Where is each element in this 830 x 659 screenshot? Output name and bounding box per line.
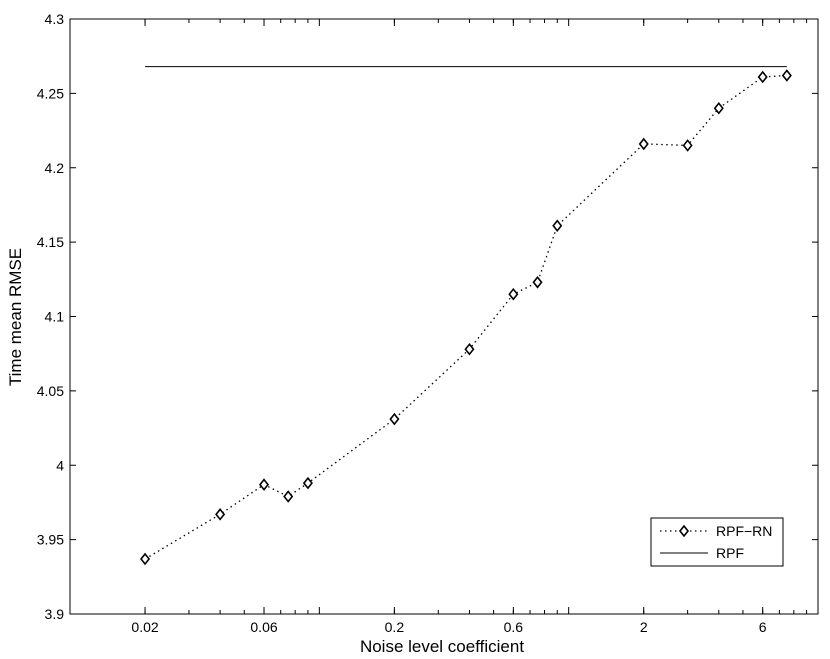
data-point xyxy=(781,69,792,82)
axis-ticks xyxy=(70,18,818,615)
data-point xyxy=(464,342,475,356)
data-point xyxy=(552,219,563,233)
y-tick-label: 4.15 xyxy=(37,234,64,250)
y-tick-label: 4.2 xyxy=(45,160,65,176)
data-point xyxy=(508,287,519,301)
x-tick-label: 0.02 xyxy=(131,619,158,635)
y-tick-label: 3.9 xyxy=(45,606,65,622)
plot-area xyxy=(69,18,819,615)
data-point xyxy=(638,137,649,151)
data-point xyxy=(389,412,400,426)
data-point xyxy=(532,276,543,289)
data-point xyxy=(258,478,270,491)
x-tick-label: 0.6 xyxy=(504,619,524,635)
x-tick-label: 0.2 xyxy=(385,619,405,635)
data-point xyxy=(140,552,151,566)
x-tick-label: 2 xyxy=(640,619,648,635)
legend-label-rpf: RPF xyxy=(716,545,744,561)
y-tick-label: 4 xyxy=(56,457,64,473)
y-tick-label: 4.1 xyxy=(45,309,65,325)
legend-label-rpf-rn: RPF−RN xyxy=(716,523,772,539)
legend-box xyxy=(650,517,784,567)
data-point xyxy=(682,139,693,152)
data-point xyxy=(283,490,294,503)
y-tick-label: 4.3 xyxy=(45,11,65,27)
x-axis-title: Noise level coefficient xyxy=(360,637,524,656)
y-axis-title: Time mean RMSE xyxy=(6,248,25,386)
tick-labels: 3.9 3.95 4 4.05 4.1 4.15 4.2 4.25 4.3 0.02 0.06 0.2… xyxy=(37,11,767,635)
legend-marker-rpf-rn xyxy=(678,524,690,538)
data-point xyxy=(713,101,724,115)
data-point xyxy=(302,476,313,490)
y-tick-label: 4.05 xyxy=(37,383,64,399)
data-point xyxy=(757,70,768,84)
x-tick-label: 6 xyxy=(759,619,767,635)
legend: RPF−RN RPF xyxy=(650,517,784,567)
series-layer xyxy=(140,66,792,566)
y-tick-label: 3.95 xyxy=(37,532,64,548)
y-tick-label: 4.25 xyxy=(37,85,64,101)
x-tick-label: 0.06 xyxy=(250,619,277,635)
data-point xyxy=(215,508,226,521)
